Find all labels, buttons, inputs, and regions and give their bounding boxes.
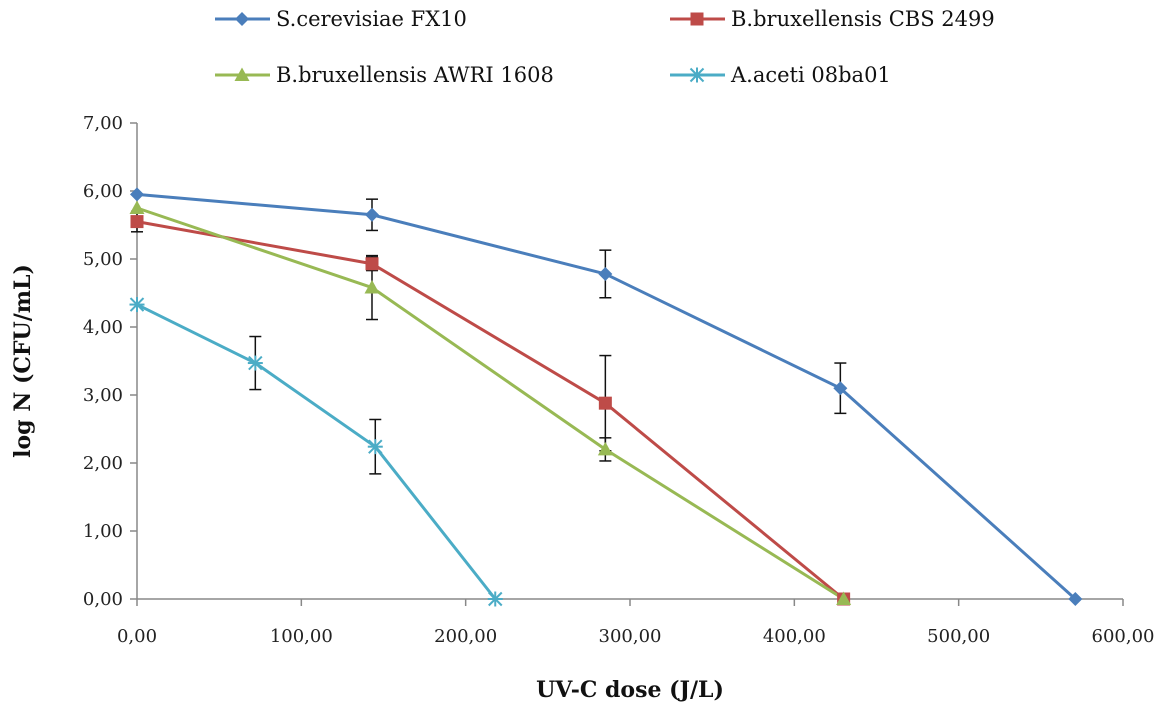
data-point-a-aceti-08ba01 — [247, 355, 263, 371]
data-point-a-aceti-08ba01 — [487, 591, 503, 607]
x-tick-label: 200,00 — [434, 626, 497, 647]
y-tick-label: 3,00 — [83, 385, 123, 406]
data-point-b-bruxellensis-cbs-2499 — [130, 215, 144, 229]
data-point-s-cerevisiae-fx10 — [130, 187, 144, 202]
data-point-b-bruxellensis-awri-1608 — [129, 200, 145, 214]
x-tick-label: 0,00 — [117, 626, 157, 647]
legend-item-s-cerevisiae-fx10: S.cerevisiae FX10 — [215, 7, 467, 31]
data-point-s-cerevisiae-fx10 — [1068, 592, 1083, 606]
legend-label: B.bruxellensis CBS 2499 — [731, 7, 995, 31]
data-point-b-bruxellensis-cbs-2499 — [598, 396, 612, 410]
legend-label: S.cerevisiae FX10 — [276, 7, 467, 31]
x-axis-title: UV-C dose (J/L) — [536, 677, 724, 703]
y-tick-label: 4,00 — [83, 317, 123, 338]
data-point-b-bruxellensis-cbs-2499 — [365, 257, 379, 271]
legend-marker — [234, 67, 250, 81]
legend-label: A.aceti 08ba01 — [730, 63, 891, 87]
series-line-a-aceti-08ba01 — [136, 303, 497, 600]
legend-label: B.bruxellensis AWRI 1608 — [276, 63, 554, 87]
legend: S.cerevisiae FX10 B.bruxellensis CBS 2499… — [215, 7, 995, 87]
y-tick-label: 7,00 — [83, 113, 123, 134]
y-tick-label: 6,00 — [83, 181, 123, 202]
axes — [136, 123, 1123, 600]
series-markers — [129, 187, 1083, 607]
x-tick-label: 100,00 — [270, 626, 333, 647]
x-tick-label: 400,00 — [763, 626, 826, 647]
data-point-s-cerevisiae-fx10 — [598, 266, 613, 281]
data-point-a-aceti-08ba01 — [367, 439, 383, 455]
legend-marker — [235, 12, 249, 26]
legend-marker — [689, 67, 705, 83]
legend-marker — [690, 12, 704, 26]
legend-item-b-bruxellensis-cbs-2499: B.bruxellensis CBS 2499 — [670, 7, 995, 31]
legend-item-b-bruxellensis-awri-1608: B.bruxellensis AWRI 1608 — [215, 63, 554, 87]
y-ticks: 0,00 1,00 2,00 3,00 4,00 5,00 6,00 7,00 — [83, 113, 137, 610]
x-ticks: 0,00 100,00 200,00 300,00 400,00 500,00 600,00 — [117, 599, 1155, 647]
series-line-b-bruxellensis-cbs-2499 — [136, 220, 845, 601]
data-point-s-cerevisiae-fx10 — [833, 381, 848, 396]
y-tick-label: 1,00 — [83, 521, 123, 542]
series-line-b-bruxellensis-awri-1608 — [136, 206, 845, 601]
x-tick-label: 500,00 — [927, 626, 990, 647]
data-point-b-bruxellensis-awri-1608 — [836, 591, 852, 605]
data-point-s-cerevisiae-fx10 — [364, 207, 379, 222]
y-tick-label: 5,00 — [83, 249, 123, 270]
y-axis-title: log N (CFU/mL) — [10, 264, 36, 458]
data-point-b-bruxellensis-awri-1608 — [597, 441, 613, 456]
x-tick-label: 300,00 — [599, 626, 662, 647]
legend-item-a-aceti-08ba01: A.aceti 08ba01 — [670, 63, 891, 87]
data-point-b-bruxellensis-awri-1608 — [364, 280, 380, 294]
y-tick-label: 2,00 — [83, 453, 123, 474]
y-tick-label: 0,00 — [83, 589, 123, 610]
data-point-a-aceti-08ba01 — [129, 297, 145, 313]
x-tick-label: 600,00 — [1092, 626, 1155, 647]
